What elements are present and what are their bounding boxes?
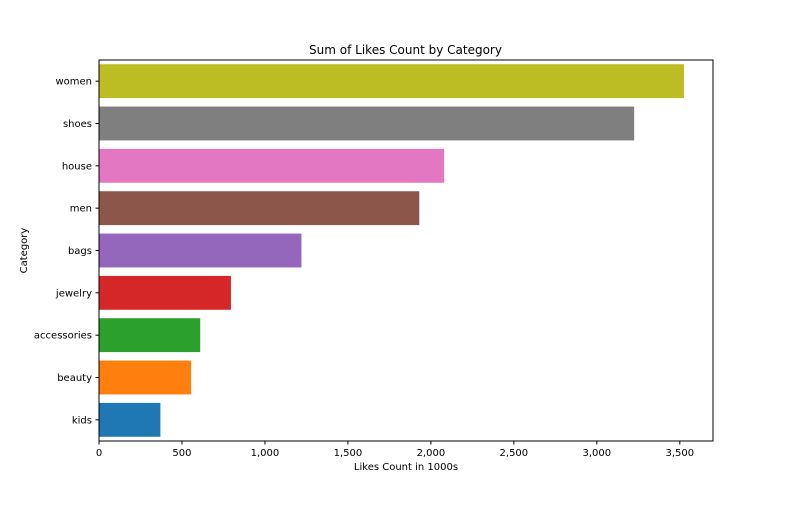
bar-jewelry: [99, 275, 231, 310]
x-tick-label-2500: 2,500: [500, 448, 529, 459]
x-axis: 0 500 1,000 1,500 2,000 2,500 3,000 3,500: [96, 441, 694, 459]
bar-kids: [99, 402, 161, 437]
x-tick-label-2000: 2,000: [417, 448, 446, 459]
bar-women: [99, 64, 684, 99]
y-tick-label-house: house: [62, 161, 92, 172]
x-tick-label-3000: 3,000: [583, 448, 612, 459]
y-tick-label-jewelry: jewelry: [55, 288, 92, 299]
y-axis-label: Category: [19, 228, 30, 274]
x-axis-label: Likes Count in 1000s: [354, 462, 458, 473]
x-tick-label-3500: 3,500: [665, 448, 694, 459]
bar-bags: [99, 233, 302, 268]
y-tick-label-women: women: [55, 77, 92, 88]
bar-beauty: [99, 360, 192, 395]
x-tick-label-0: 0: [96, 448, 102, 459]
y-tick-label-beauty: beauty: [57, 373, 92, 384]
y-tick-label-kids: kids: [72, 415, 92, 426]
y-axis: kids beauty accessories jewelry bags men house…: [34, 77, 99, 426]
bar-house: [99, 148, 445, 183]
y-tick-label-bags: bags: [68, 246, 92, 257]
bar-accessories: [99, 318, 201, 353]
x-tick-label-1500: 1,500: [334, 448, 363, 459]
bar-men: [99, 191, 420, 226]
y-tick-label-shoes: shoes: [63, 119, 92, 130]
plot-frame: [98, 59, 714, 442]
y-tick-label-men: men: [70, 204, 92, 215]
bars-layer: [99, 64, 684, 437]
chart-title: Sum of Likes Count by Category: [309, 43, 502, 57]
y-tick-label-accessories: accessories: [34, 331, 92, 342]
x-tick-label-500: 500: [172, 448, 191, 459]
bar-shoes: [99, 106, 635, 141]
x-tick-label-1000: 1,000: [251, 448, 280, 459]
